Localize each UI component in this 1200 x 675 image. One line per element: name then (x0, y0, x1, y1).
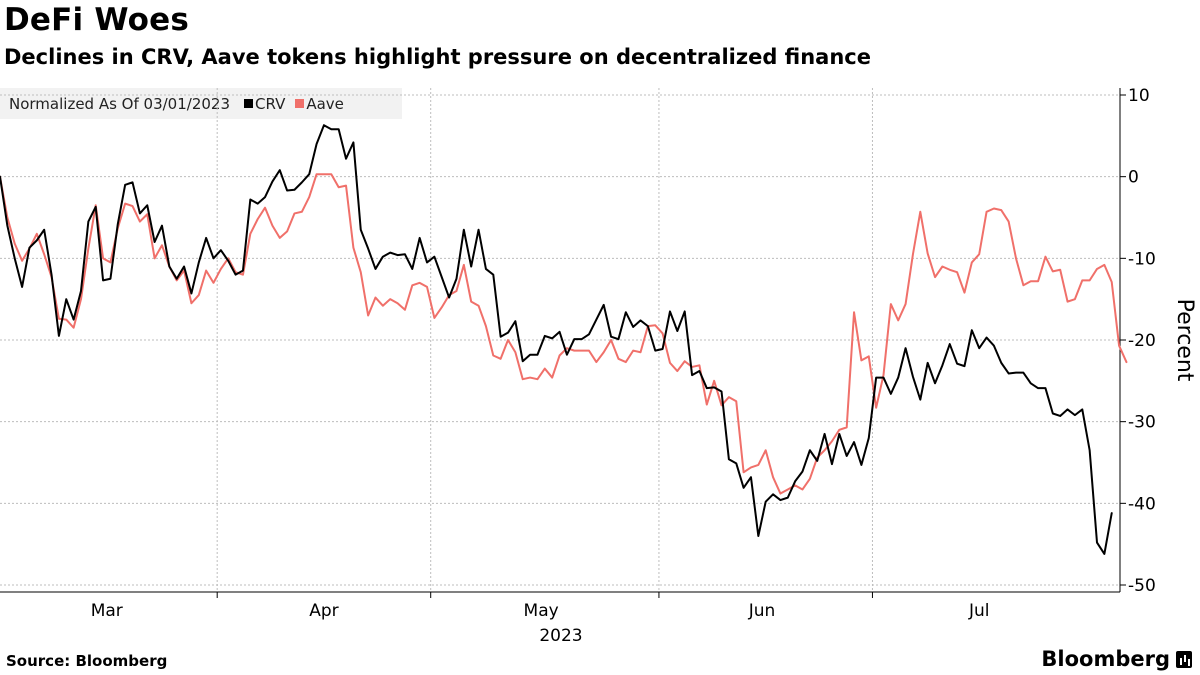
x-axis-year-label: 2023 (539, 626, 582, 646)
x-tick-label: Jun (748, 601, 776, 621)
x-tick-label: Apr (309, 601, 338, 621)
brand-label: Bloomberg (1041, 647, 1170, 671)
bloomberg-logo: Bloomberg (1041, 647, 1192, 671)
y-tick-label: -20 (1128, 331, 1156, 351)
legend-item-aave-label: Aave (306, 94, 344, 113)
legend-item-crv-label: CRV (255, 94, 286, 113)
y-tick-label: -50 (1128, 576, 1156, 596)
chart-subtitle: Declines in CRV, Aave tokens highlight p… (4, 45, 871, 69)
legend-item-aave: Aave (287, 95, 344, 113)
x-tick-label: Jul (968, 601, 990, 621)
legend-swatch-crv (244, 99, 253, 108)
y-tick-label: -30 (1128, 413, 1156, 433)
legend-label: Normalized As Of 03/01/2023 (9, 94, 230, 113)
legend-swatch-aave (295, 99, 305, 108)
series-line-aave (0, 173, 1128, 495)
y-tick-label: 0 (1128, 168, 1139, 188)
y-tick-label: -10 (1128, 249, 1156, 269)
source-note: Source: Bloomberg (6, 652, 168, 670)
chart-title: DeFi Woes (4, 2, 190, 38)
legend-item-crv: CRV (236, 95, 285, 113)
y-tick-label: 10 (1128, 86, 1150, 106)
y-axis-title: Percent (1172, 299, 1197, 382)
y-tick-label: -40 (1128, 494, 1156, 514)
bloomberg-terminal-icon (1176, 650, 1192, 668)
x-tick-label: Mar (91, 601, 123, 621)
x-tick-label: May (524, 601, 559, 621)
chart-legend: Normalized As Of 03/01/2023 CRV Aave (0, 88, 402, 119)
series-line-crv (0, 124, 1113, 555)
